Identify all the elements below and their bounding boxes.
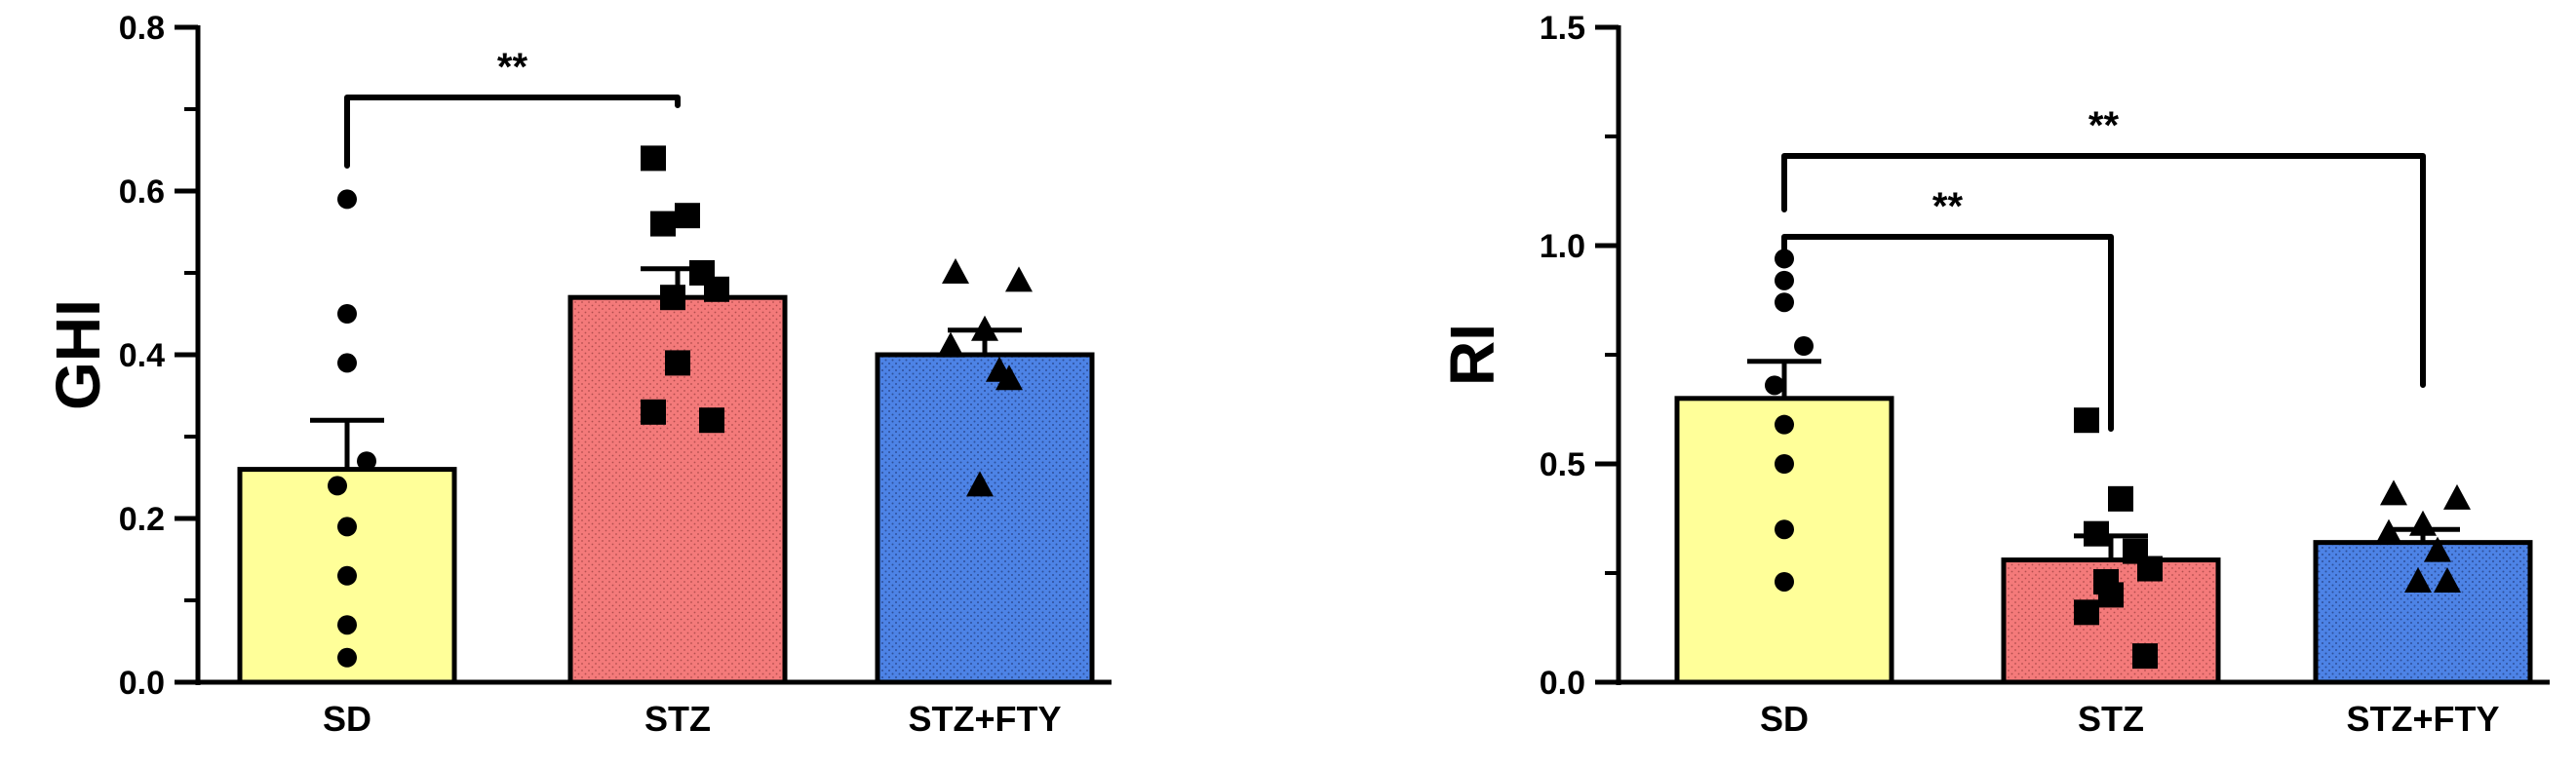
y-tick-label: 0.6	[119, 173, 165, 211]
data-point	[2074, 599, 2099, 626]
data-point	[328, 476, 347, 496]
significance-bracket	[1781, 153, 2426, 388]
data-point	[650, 211, 676, 237]
data-point	[2443, 483, 2471, 510]
data-point	[337, 647, 357, 668]
x-tick-label: STZ	[644, 699, 711, 739]
data-point	[2098, 582, 2124, 608]
data-point	[704, 276, 729, 302]
data-point	[337, 565, 357, 586]
data-point	[2404, 566, 2432, 593]
x-tick-label: STZ	[2078, 699, 2144, 739]
significance-label: **	[497, 46, 528, 89]
significance-label: **	[1932, 185, 1964, 228]
data-point	[1775, 519, 1794, 540]
x-tick-label: STZ+FTY	[908, 699, 1061, 739]
y-axis-label: GHI	[43, 299, 113, 410]
data-point	[357, 451, 376, 472]
data-point	[337, 189, 357, 210]
data-point	[337, 353, 357, 373]
data-point	[1765, 375, 1784, 396]
data-point	[1775, 454, 1794, 474]
data-point	[2084, 520, 2109, 547]
significance-bracket	[344, 95, 681, 169]
significance-label: **	[2088, 104, 2120, 147]
y-tick-label: 1.0	[1540, 228, 1585, 265]
data-point	[2074, 407, 2099, 434]
data-point	[942, 258, 969, 284]
y-tick-label: 0.2	[119, 501, 165, 538]
data-point	[660, 285, 685, 311]
x-tick-label: SD	[323, 699, 371, 739]
data-point	[641, 399, 666, 425]
data-point	[1775, 270, 1794, 290]
data-point	[971, 315, 998, 341]
data-point	[675, 203, 700, 229]
data-point	[337, 304, 357, 324]
data-point	[2108, 485, 2133, 512]
y-tick-label: 0.5	[1540, 446, 1585, 483]
data-point	[966, 471, 994, 497]
data-point	[2380, 479, 2407, 506]
data-point	[699, 407, 724, 434]
data-point	[1005, 266, 1033, 292]
y-tick-label: 0.4	[119, 337, 165, 374]
data-point	[641, 145, 666, 172]
y-tick-label: 0.0	[1540, 665, 1585, 702]
data-point	[1775, 292, 1794, 313]
bar-sd	[1674, 396, 1894, 685]
y-tick-label: 0.8	[119, 10, 165, 47]
bar-stz-fty	[875, 352, 1095, 685]
data-point	[665, 350, 690, 376]
y-tick-label: 0.0	[119, 665, 165, 702]
data-point	[995, 364, 1023, 391]
x-tick-label: STZ+FTY	[2346, 699, 2499, 739]
data-point	[1775, 571, 1794, 592]
y-tick-label: 1.5	[1540, 10, 1585, 47]
y-axis-label: RI	[1437, 324, 1507, 386]
chart-panel-ghi: 0.0 0.2 0.4 0.6 0.8 GHI SD STZ STZ+FTY **	[43, 10, 1112, 739]
x-tick-label: SD	[1760, 699, 1809, 739]
data-point	[2409, 510, 2437, 536]
bar-stz-fty	[2313, 540, 2533, 685]
data-point	[1775, 414, 1794, 435]
significance-bracket	[1781, 234, 2114, 432]
data-point	[2424, 536, 2451, 562]
data-point	[2375, 518, 2402, 545]
bar-stz	[567, 294, 788, 685]
data-point	[2132, 643, 2158, 670]
data-point	[2137, 556, 2163, 582]
data-point	[337, 517, 357, 537]
data-point	[337, 615, 357, 635]
chart-panel-ri: 0.0 0.5 1.0 1.5 RI SD STZ STZ+FTY ** **	[1437, 10, 2550, 739]
data-point	[1794, 336, 1814, 357]
data-point	[937, 331, 964, 358]
data-point	[2434, 566, 2461, 593]
